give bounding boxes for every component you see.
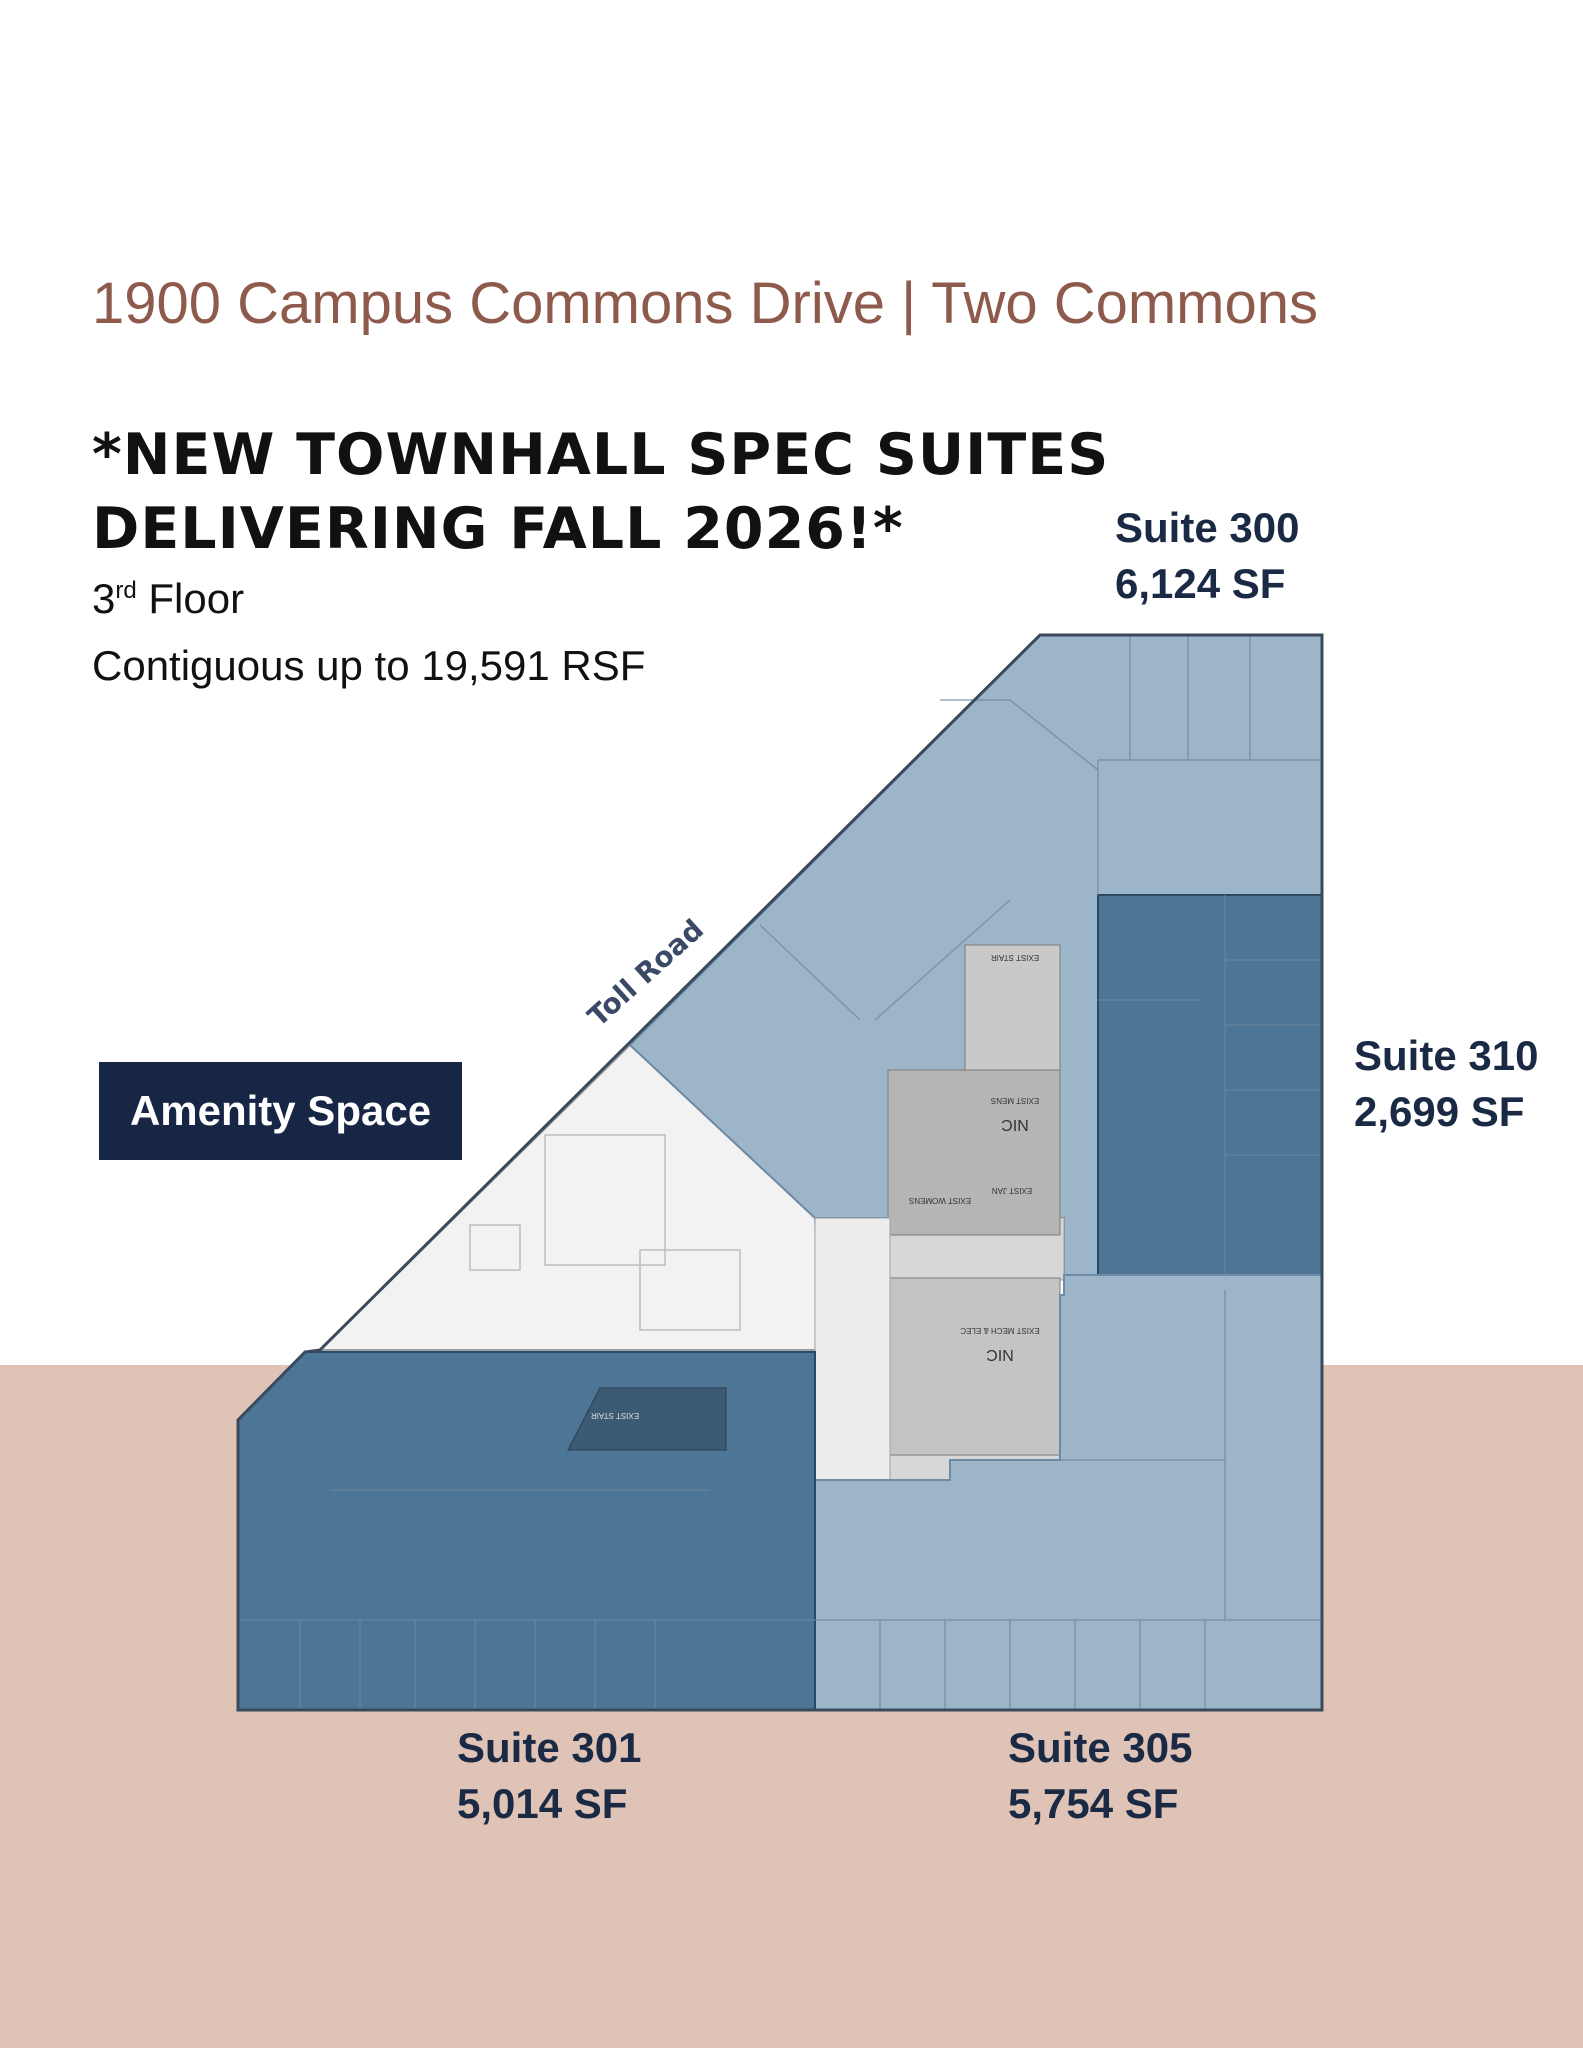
suite-310-area-text: 2,699 SF	[1354, 1088, 1525, 1135]
suite-305-label[interactable]: Suite 305 5,754 SF	[1008, 1720, 1192, 1832]
stair-a-label: EXIST STAIR	[591, 1411, 639, 1420]
suite-300-name: Suite 300	[1115, 504, 1300, 551]
headline-line-2: DELIVERING FALL 2026!*	[92, 496, 904, 562]
suite-310-name: Suite 310	[1354, 1032, 1539, 1079]
floor-label: 3rd Floor	[92, 575, 244, 623]
mech-room	[889, 1277, 1061, 1456]
building-address: 1900 Campus Commons Drive | Two Commons	[92, 271, 1318, 336]
amenity-space-badge: Amenity Space	[99, 1062, 462, 1160]
stair-label: EXIST STAIR	[991, 953, 1039, 962]
suite-310-label[interactable]: Suite 310 2,699 SF	[1354, 1028, 1538, 1140]
stair-core	[964, 944, 1061, 1071]
jan-label: EXIST JAN	[992, 1186, 1033, 1195]
womens-label: EXIST WOMENS	[909, 1196, 971, 1205]
floor-number: 3	[92, 575, 116, 622]
building-outline	[236, 633, 1324, 1712]
stair-a	[567, 1387, 727, 1451]
suite-305-area-text: 5,754 SF	[1008, 1780, 1179, 1827]
interior-walls	[240, 635, 1322, 1710]
floor-word: Floor	[148, 575, 245, 622]
headline: *NEW TOWNHALL SPEC SUITES DELIVERING FAL…	[92, 418, 1109, 566]
suite-305-name: Suite 305	[1008, 1724, 1193, 1771]
suite-301-area[interactable]	[237, 1351, 816, 1711]
mech-label: EXIST MECH & ELEC	[960, 1326, 1040, 1335]
suite-301-area-text: 5,014 SF	[457, 1780, 628, 1827]
restroom-block	[887, 1069, 1061, 1236]
headline-line-1: *NEW TOWNHALL SPEC SUITES	[92, 422, 1110, 488]
corridor	[814, 1217, 891, 1481]
contiguous-area: Contiguous up to 19,591 RSF	[92, 642, 646, 689]
mens-label: EXIST MENS	[991, 1096, 1039, 1105]
suite-300-area-text: 6,124 SF	[1115, 560, 1286, 607]
amenity-furniture	[469, 1134, 741, 1331]
nic-label-upper: NIC	[1001, 1116, 1029, 1133]
suite-301-name: Suite 301	[457, 1724, 642, 1771]
suite-300-label[interactable]: Suite 300 6,124 SF	[1115, 500, 1299, 612]
suite-301-label[interactable]: Suite 301 5,014 SF	[457, 1720, 641, 1832]
floor-suffix: rd	[115, 577, 137, 604]
suite-310-area[interactable]	[1097, 894, 1323, 1276]
nic-label-lower: NIC	[986, 1346, 1014, 1363]
